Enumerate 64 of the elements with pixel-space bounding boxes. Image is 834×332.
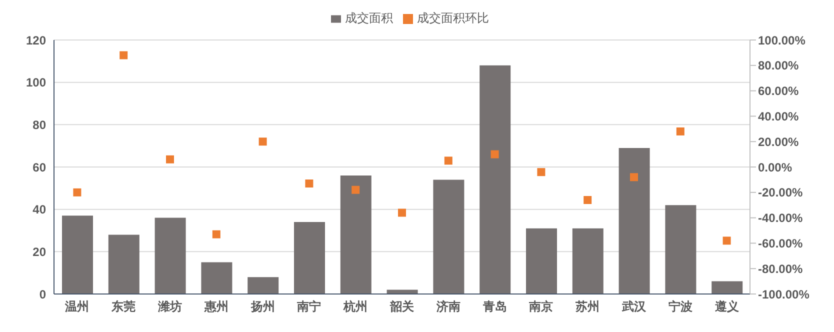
bar (433, 180, 464, 294)
y2-tick-label: 80.00% (758, 58, 800, 73)
y-tick-label: 20 (32, 244, 46, 259)
x-tick-label: 杭州 (342, 300, 368, 314)
y2-tick-label: 20.00% (758, 134, 800, 149)
bar (526, 228, 557, 294)
bar (108, 234, 140, 294)
point (305, 180, 314, 188)
bar (572, 228, 604, 294)
bar (712, 281, 743, 294)
bar (294, 222, 325, 294)
point (444, 156, 452, 165)
point (490, 150, 499, 158)
x-tick-label: 青岛 (482, 300, 507, 314)
point (398, 208, 406, 217)
point (537, 168, 546, 176)
legend-label: 成交面积环比 (417, 11, 489, 25)
y2-tick-label: -100.00% (758, 287, 810, 302)
x-tick-label: 武汉 (621, 300, 647, 314)
x-tick-label: 宁波 (668, 300, 694, 314)
bar (340, 175, 372, 294)
point (120, 51, 128, 60)
point (630, 173, 638, 182)
bar (248, 277, 279, 294)
x-tick-label: 南京 (528, 300, 554, 314)
x-tick-label: 南宁 (296, 300, 322, 314)
y-tick-label: 120 (26, 33, 46, 48)
point (676, 127, 684, 136)
point (584, 196, 592, 204)
y2-tick-label: -20.00% (758, 186, 804, 200)
x-tick-label: 潍坊 (157, 300, 182, 314)
point (166, 155, 174, 164)
y2-tick-label: 0.00% (758, 160, 792, 174)
point (212, 230, 220, 238)
point (258, 138, 267, 146)
point (73, 188, 82, 196)
x-tick-label: 东莞 (110, 300, 136, 314)
bar (665, 205, 696, 294)
x-tick-label: 韶关 (389, 300, 415, 314)
x-tick-label: 济南 (435, 300, 460, 314)
x-tick-label: 惠州 (203, 300, 228, 314)
y-tick-label: 80 (32, 118, 46, 132)
y2-tick-label: -80.00% (758, 262, 804, 276)
y2-tick-label: -40.00% (758, 211, 804, 226)
y2-tick-label: -60.00% (758, 236, 804, 250)
bar (618, 148, 650, 294)
y2-tick-label: 40.00% (758, 109, 800, 124)
x-tick-label: 扬州 (250, 300, 275, 314)
bar (154, 218, 186, 294)
x-tick-label: 温州 (64, 300, 90, 314)
x-tick-label: 遵义 (714, 300, 740, 314)
bar (201, 262, 232, 294)
legend-label: 成交面积 (345, 11, 393, 25)
point (722, 236, 731, 245)
y2-tick-label: 100.00% (758, 33, 806, 48)
y-tick-label: 40 (32, 202, 46, 217)
y-tick-label: 0 (39, 287, 46, 302)
y-tick-label: 100 (26, 76, 46, 90)
y2-tick-label: 60.00% (758, 84, 800, 98)
y-tick-label: 60 (32, 160, 46, 174)
x-tick-label: 苏州 (574, 300, 600, 314)
bar (480, 65, 511, 294)
point (352, 186, 360, 194)
bar (62, 216, 93, 294)
